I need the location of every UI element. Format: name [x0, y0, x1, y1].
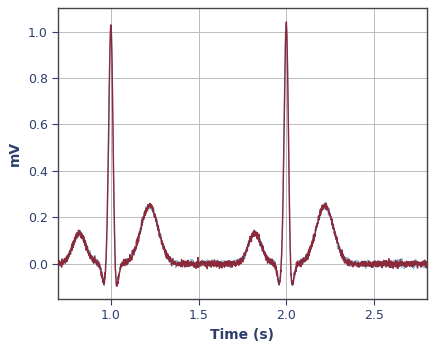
- X-axis label: Time (s): Time (s): [210, 328, 274, 342]
- Y-axis label: mV: mV: [8, 141, 22, 166]
